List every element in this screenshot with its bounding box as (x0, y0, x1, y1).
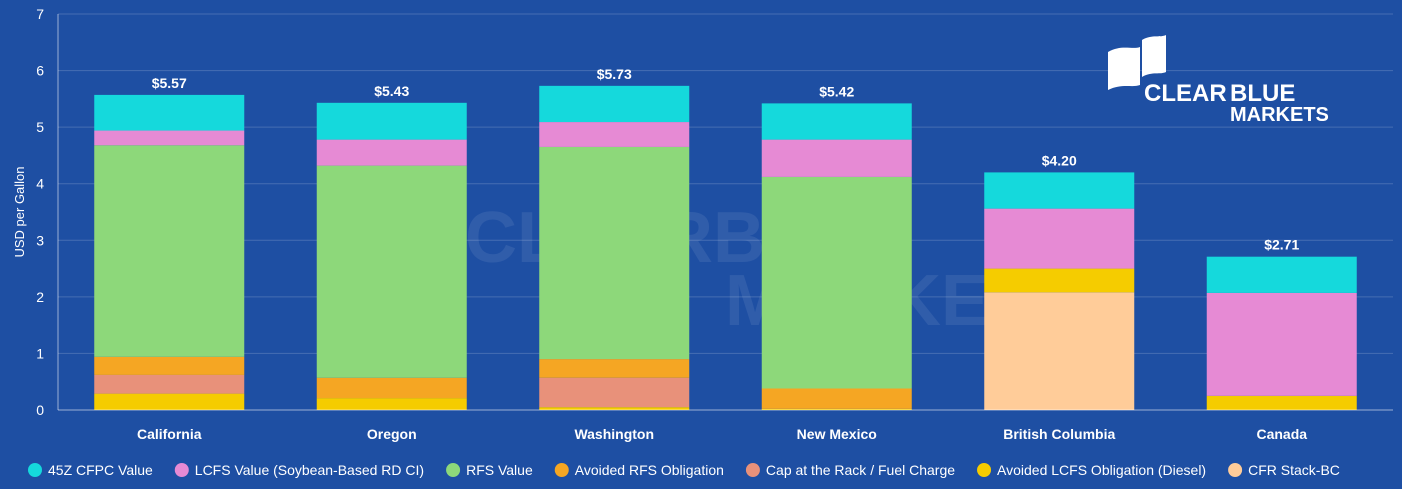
legend-swatch-cap-at-the-rack-fuel-charge (745, 463, 760, 477)
category-labels: California Oregon Washington New Mexico Brit… (137, 426, 1307, 442)
axes (57, 14, 1393, 411)
logo-word-blue: BLUE (1230, 80, 1295, 107)
bar-segment-oregon-avoided-rfs-obligation (316, 377, 467, 399)
logo-word-markets: MARKETS (1230, 104, 1329, 126)
total-label-washington: $5.73 (597, 66, 632, 82)
bar-segment-california-avoided-lcfs-obligation-diesel (94, 393, 245, 410)
y-tick-label: 2 (36, 289, 44, 305)
y-tick-labels: 0 1 2 3 4 5 6 7 (36, 6, 44, 418)
category-label-california: California (137, 426, 202, 442)
y-tick-label: 7 (36, 6, 44, 22)
legend: 45Z CFPC Value LCFS Value (Soybean-Based … (28, 462, 1340, 478)
total-label-canada: $2.71 (1264, 237, 1299, 253)
category-label-new-mexico: New Mexico (797, 426, 877, 442)
bar-segment-british-columbia-lcfs-value-soybean-based-rd-ci (984, 208, 1135, 269)
legend-label-cap-at-the-rack-fuel-charge: Cap at the Rack / Fuel Charge (766, 462, 955, 478)
bar-segment-british-columbia-45z-cfpc-value (984, 172, 1135, 209)
flag-icon (1108, 35, 1166, 90)
bars (94, 85, 1357, 410)
category-label-oregon: Oregon (367, 426, 417, 442)
gridlines (58, 13, 1393, 354)
y-axis-title: USD per Gallon (12, 166, 27, 257)
bar-segment-new-mexico-avoided-lcfs-obligation-diesel (761, 408, 912, 410)
logo-word-clear: CLEAR (1144, 80, 1227, 107)
total-label-british-columbia: $4.20 (1042, 152, 1077, 168)
bar-segment-oregon-avoided-lcfs-obligation-diesel (316, 398, 467, 410)
legend-label-lcfs-value-soybean-based-rd-ci: LCFS Value (Soybean-Based RD CI) (195, 462, 424, 478)
legend-label-45z-cfpc-value: 45Z CFPC Value (48, 462, 153, 478)
bar-segment-british-columbia-avoided-lcfs-obligation-diesel (984, 268, 1135, 293)
bar-segment-new-mexico-avoided-rfs-obligation (761, 388, 912, 409)
legend-swatch-cfr-stack-bc (1228, 463, 1243, 477)
category-label-british-columbia: British Columbia (1003, 426, 1115, 442)
bar-segment-california-45z-cfpc-value (94, 94, 245, 131)
y-tick-label: 1 (36, 345, 44, 361)
bar-segment-canada-lcfs-value-soybean-based-rd-ci (1206, 292, 1357, 396)
bar-segment-california-cap-at-the-rack-fuel-charge (94, 374, 245, 394)
legend-swatch-avoided-lcfs-obligation-diesel (977, 463, 992, 477)
total-label-oregon: $5.43 (374, 83, 409, 99)
legend-label-cfr-stack-bc: CFR Stack-BC (1248, 462, 1340, 478)
clearblue-logo: CLEAR BLUE MARKETS (1108, 35, 1329, 126)
category-label-washington: Washington (574, 426, 654, 442)
legend-swatch-rfs-value (446, 463, 461, 477)
bar-segment-canada-avoided-lcfs-obligation-diesel (1206, 395, 1357, 410)
bar-segment-oregon-lcfs-value-soybean-based-rd-ci (316, 139, 467, 166)
legend-label-avoided-lcfs-obligation-diesel: Avoided LCFS Obligation (Diesel) (997, 462, 1206, 478)
total-labels: $5.57 $5.43 $5.73 $5.42 $4.20 $2.71 (152, 66, 1300, 253)
bar-segment-washington-avoided-lcfs-obligation-diesel (539, 407, 690, 410)
bar-segment-washington-45z-cfpc-value (539, 85, 690, 123)
legend-swatch-45z-cfpc-value (28, 463, 42, 477)
total-label-california: $5.57 (152, 75, 187, 91)
bar-segment-new-mexico-rfs-value (761, 176, 912, 389)
bar-segment-oregon-rfs-value (316, 165, 467, 378)
bar-segment-california-rfs-value (94, 145, 245, 357)
legend-label-avoided-rfs-obligation: Avoided RFS Obligation (575, 462, 724, 478)
bar-segment-new-mexico-45z-cfpc-value (761, 103, 912, 140)
bar-segment-washington-rfs-value (539, 146, 690, 360)
y-tick-label: 0 (36, 402, 44, 418)
legend-label-rfs-value: RFS Value (466, 462, 533, 478)
category-label-canada: Canada (1256, 426, 1307, 442)
y-tick-label: 3 (36, 232, 44, 248)
bar-segment-canada-45z-cfpc-value (1206, 256, 1357, 293)
bar-segment-washington-cap-at-the-rack-fuel-charge (539, 377, 690, 408)
total-label-new-mexico: $5.42 (819, 83, 854, 99)
bar-segment-washington-avoided-rfs-obligation (539, 359, 690, 378)
y-tick-label: 5 (36, 119, 44, 135)
bar-segment-new-mexico-lcfs-value-soybean-based-rd-ci (761, 139, 912, 177)
bar-segment-oregon-45z-cfpc-value (316, 102, 467, 140)
y-tick-label: 6 (36, 63, 44, 79)
bar-segment-california-lcfs-value-soybean-based-rd-ci (94, 130, 245, 146)
bar-segment-california-avoided-rfs-obligation (94, 356, 245, 375)
legend-swatch-avoided-rfs-obligation (554, 463, 569, 477)
y-tick-label: 4 (36, 176, 44, 192)
bar-segment-washington-lcfs-value-soybean-based-rd-ci (539, 122, 690, 147)
legend-swatch-lcfs-value-soybean-based-rd-ci (174, 463, 189, 477)
bar-segment-british-columbia-cfr-stack-bc (984, 292, 1135, 410)
